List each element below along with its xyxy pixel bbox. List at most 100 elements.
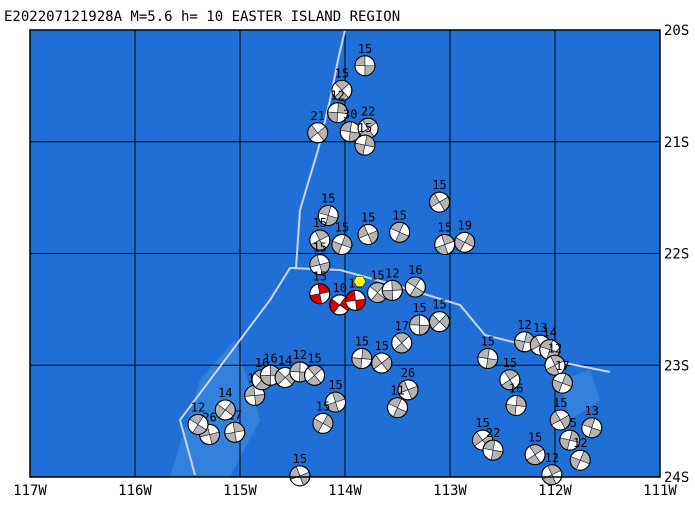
- ball-outline: [505, 394, 527, 416]
- depth-label: 26: [401, 366, 415, 380]
- focal-mechanism: [539, 339, 561, 361]
- ball-outline: [381, 279, 403, 301]
- y-tick-label: 23S: [664, 358, 689, 374]
- focal-mechanism: [551, 372, 573, 394]
- ball-outline: [309, 283, 331, 305]
- depth-label: 11: [390, 384, 404, 398]
- ball-outline: [304, 364, 326, 386]
- y-tick-label: 22S: [664, 247, 689, 263]
- focal-mechanism: [345, 289, 366, 311]
- x-tick-label: 117W: [13, 483, 47, 499]
- ball-outline: [391, 332, 413, 354]
- ball-outline: [524, 444, 546, 466]
- x-tick-label: 115W: [223, 483, 257, 499]
- depth-label: 17: [555, 359, 569, 373]
- frame: [29, 29, 661, 478]
- x-tick-label: 113W: [433, 483, 467, 499]
- focal-mechanism: [499, 369, 521, 391]
- depth-label: 15: [481, 335, 495, 349]
- ball-outline: [351, 348, 373, 370]
- focal-mechanism: [331, 79, 353, 101]
- depth-label: 15: [553, 396, 567, 410]
- focal-mechanism: [541, 464, 563, 486]
- focal-mechanism: [187, 413, 209, 435]
- depth-label: 15: [293, 452, 307, 466]
- depth-label: 15: [370, 269, 384, 283]
- focal-mechanism: [429, 191, 450, 213]
- focal-mechanism: [581, 417, 603, 439]
- focal-mechanism: [224, 421, 246, 443]
- focal-mechanism: [325, 391, 347, 413]
- depth-label: 14: [278, 354, 292, 368]
- depth-label: 15: [355, 335, 369, 349]
- depth-label: 15: [313, 270, 327, 284]
- depth-label: 15: [438, 221, 452, 235]
- depth-label: 13: [533, 321, 547, 335]
- depth-label: 12: [293, 348, 307, 362]
- focal-mechanism: [387, 397, 408, 419]
- focal-mechanism: [289, 465, 311, 487]
- ball-outline: [549, 409, 571, 431]
- depth-label: 15: [313, 241, 327, 255]
- ball-outline: [544, 354, 566, 376]
- depth-label: 15: [361, 211, 375, 225]
- ball-outline: [309, 229, 331, 251]
- focal-mechanism: [429, 311, 450, 333]
- focal-mechanism: [544, 354, 566, 376]
- depth-label: 15: [432, 178, 446, 192]
- focal-mechanism: [351, 348, 373, 370]
- depth-label: 15: [307, 351, 321, 365]
- focal-mechanism: [312, 412, 334, 434]
- depth-label: 15: [335, 66, 349, 80]
- depth-label: 12: [330, 89, 344, 103]
- depth-label: 10: [333, 281, 347, 295]
- depth-label: 22: [361, 104, 375, 118]
- ball-outline: [289, 465, 311, 487]
- depth-label: 15: [358, 121, 372, 135]
- depth-label: 16: [408, 263, 422, 277]
- focal-mechanism: [357, 224, 379, 246]
- depth-label: 13: [585, 404, 599, 418]
- ball-outline: [389, 221, 411, 243]
- focal-mechanism: [309, 229, 331, 251]
- ball-outline: [541, 464, 563, 486]
- ball-outline: [357, 224, 379, 246]
- ball-outline: [559, 429, 581, 451]
- focal-mechanism: [357, 117, 379, 139]
- focal-mechanism: [354, 134, 376, 156]
- ball-outline: [371, 352, 393, 374]
- ball-outline: [214, 399, 236, 421]
- epicenter: [353, 275, 366, 287]
- map-title: E202207121928A M=5.6 h= 10 EASTER ISLAND…: [4, 9, 400, 25]
- ball-outline: [224, 421, 246, 443]
- depth-label: 12: [385, 266, 399, 280]
- focal-mechanism: [454, 231, 476, 253]
- depth-label: 17: [394, 319, 408, 333]
- focal-mechanism: [559, 429, 581, 451]
- ball-outline: [331, 234, 353, 256]
- depth-label: 15: [375, 339, 389, 353]
- ball-outline: [331, 79, 353, 101]
- depth-label: 21: [310, 109, 324, 123]
- focal-mechanism: [354, 55, 376, 77]
- depth-label: 15: [503, 356, 517, 370]
- focal-mechanism: [309, 283, 331, 305]
- x-tick-label: 116W: [118, 483, 152, 499]
- ball-outline: [325, 391, 347, 413]
- focal-mechanism: [569, 449, 591, 471]
- depth-label: 14: [543, 326, 557, 340]
- focal-mechanism: [244, 384, 266, 406]
- depth-label: 15: [328, 378, 342, 392]
- ball-outline: [327, 102, 349, 124]
- ball-outline: [387, 397, 408, 419]
- focal-mechanism: [477, 348, 499, 370]
- ball-outline: [354, 134, 376, 156]
- depth-label: 19: [457, 218, 471, 232]
- focal-mechanism: [331, 234, 353, 256]
- focal-mechanism: [549, 409, 571, 431]
- focal-mechanism: [391, 332, 413, 354]
- depth-label: 15: [316, 399, 330, 413]
- focal-mechanism: [214, 399, 236, 421]
- events: 1515122130221515151515151515191516151012…: [187, 42, 603, 487]
